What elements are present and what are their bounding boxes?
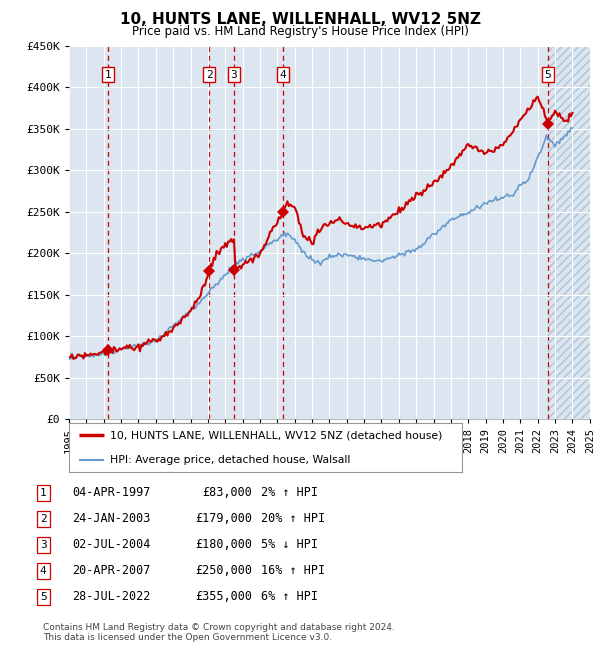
Text: 10, HUNTS LANE, WILLENHALL, WV12 5NZ (detached house): 10, HUNTS LANE, WILLENHALL, WV12 5NZ (de… [110, 430, 443, 440]
Text: 6% ↑ HPI: 6% ↑ HPI [261, 590, 318, 603]
Text: £355,000: £355,000 [195, 590, 252, 603]
Text: 1: 1 [40, 488, 47, 498]
Text: £179,000: £179,000 [195, 512, 252, 525]
Text: 20% ↑ HPI: 20% ↑ HPI [261, 512, 325, 525]
Text: 5: 5 [544, 70, 551, 79]
Text: Price paid vs. HM Land Registry's House Price Index (HPI): Price paid vs. HM Land Registry's House … [131, 25, 469, 38]
Text: HPI: Average price, detached house, Walsall: HPI: Average price, detached house, Wals… [110, 455, 350, 465]
Text: 28-JUL-2022: 28-JUL-2022 [72, 590, 151, 603]
Text: This data is licensed under the Open Government Licence v3.0.: This data is licensed under the Open Gov… [43, 633, 332, 642]
Text: 24-JAN-2003: 24-JAN-2003 [72, 512, 151, 525]
Text: £83,000: £83,000 [202, 486, 252, 499]
Text: 2: 2 [40, 514, 47, 524]
Text: 2% ↑ HPI: 2% ↑ HPI [261, 486, 318, 499]
Text: 1: 1 [104, 70, 112, 79]
Text: 04-APR-1997: 04-APR-1997 [72, 486, 151, 499]
Text: 4: 4 [40, 566, 47, 576]
Text: Contains HM Land Registry data © Crown copyright and database right 2024.: Contains HM Land Registry data © Crown c… [43, 623, 395, 632]
Text: 2: 2 [206, 70, 212, 79]
Bar [548, 46, 590, 419]
Text: 3: 3 [40, 540, 47, 550]
Text: 10, HUNTS LANE, WILLENHALL, WV12 5NZ: 10, HUNTS LANE, WILLENHALL, WV12 5NZ [119, 12, 481, 27]
Text: 3: 3 [230, 70, 237, 79]
Text: £180,000: £180,000 [195, 538, 252, 551]
Text: 16% ↑ HPI: 16% ↑ HPI [261, 564, 325, 577]
Text: 5% ↓ HPI: 5% ↓ HPI [261, 538, 318, 551]
Text: 5: 5 [40, 592, 47, 602]
Text: £250,000: £250,000 [195, 564, 252, 577]
Text: 02-JUL-2004: 02-JUL-2004 [72, 538, 151, 551]
Text: 4: 4 [280, 70, 286, 79]
Text: 20-APR-2007: 20-APR-2007 [72, 564, 151, 577]
